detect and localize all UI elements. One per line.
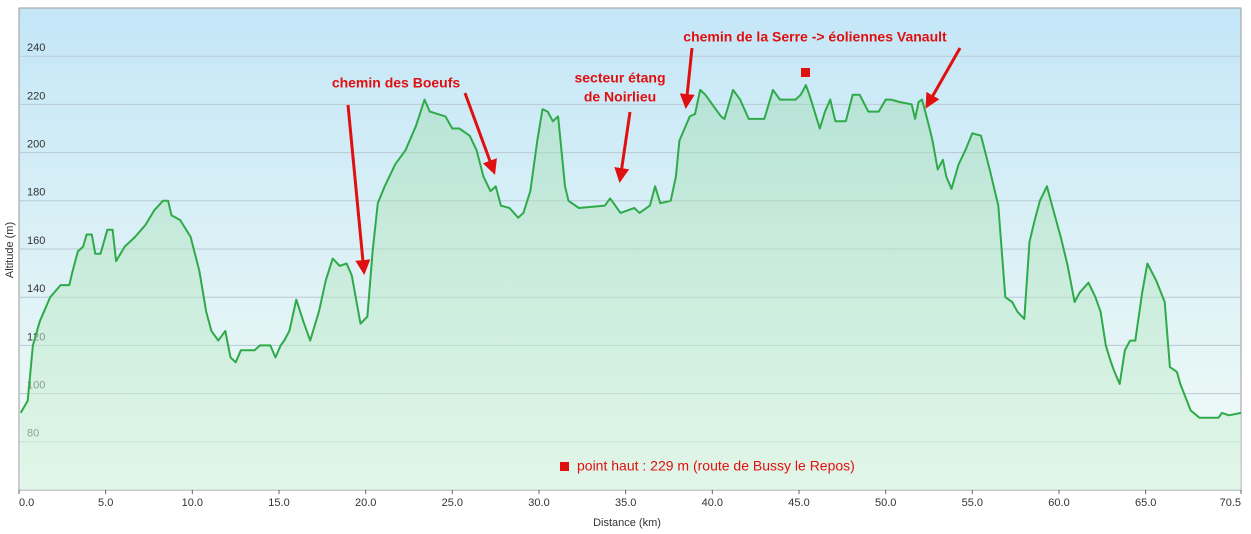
x-tick-label: 50.0 <box>875 497 896 509</box>
y-axis-label: Altitude (m) <box>4 222 16 278</box>
plot: 801001201401601802002202400.05.010.015.0… <box>18 42 1242 509</box>
x-tick-label: 60.0 <box>1048 497 1069 509</box>
y-tick-label: 220 <box>27 90 45 102</box>
profile-line <box>19 84 1242 419</box>
annotation: chemin de la Serre -> éoliennes Vanault <box>683 29 947 45</box>
annotation: point haut : 229 m (route de Bussy le Re… <box>577 458 855 474</box>
x-tick-label: 70.5 <box>1220 497 1241 509</box>
x-tick-label: 30.0 <box>528 497 549 509</box>
arrow <box>679 47 695 109</box>
arrow <box>614 111 632 183</box>
high-point-marker <box>801 68 810 77</box>
x-tick-label: 65.0 <box>1135 497 1156 509</box>
x-axis-label: Distance (km) <box>593 517 661 529</box>
y-tick-label: 200 <box>27 139 45 151</box>
annotation: chemin des Boeufs <box>332 75 461 91</box>
x-tick-label: 35.0 <box>615 497 636 509</box>
area-fill <box>20 85 1242 490</box>
x-tick-label: 45.0 <box>788 497 809 509</box>
x-tick-label: 5.0 <box>98 497 113 509</box>
x-tick-label: 15.0 <box>268 497 289 509</box>
y-tick-label: 160 <box>27 235 45 247</box>
arrow <box>925 47 962 109</box>
legend-marker <box>560 462 569 471</box>
y-tick-label: 140 <box>27 283 45 295</box>
annotation-arrows <box>346 47 962 275</box>
x-tick-label: 20.0 <box>355 497 376 509</box>
x-tick-label: 10.0 <box>182 497 203 509</box>
arrow <box>463 92 497 175</box>
annotation: secteur étang <box>574 70 665 86</box>
x-tick-label: 0.0 <box>19 497 34 509</box>
annotation: de Noirlieu <box>584 89 656 105</box>
x-tick-label: 40.0 <box>702 497 723 509</box>
x-tick-label: 25.0 <box>442 497 463 509</box>
y-tick-label: 240 <box>27 42 45 54</box>
arrow <box>346 104 371 275</box>
x-tick-label: 55.0 <box>962 497 983 509</box>
y-tick-label: 180 <box>27 187 45 199</box>
